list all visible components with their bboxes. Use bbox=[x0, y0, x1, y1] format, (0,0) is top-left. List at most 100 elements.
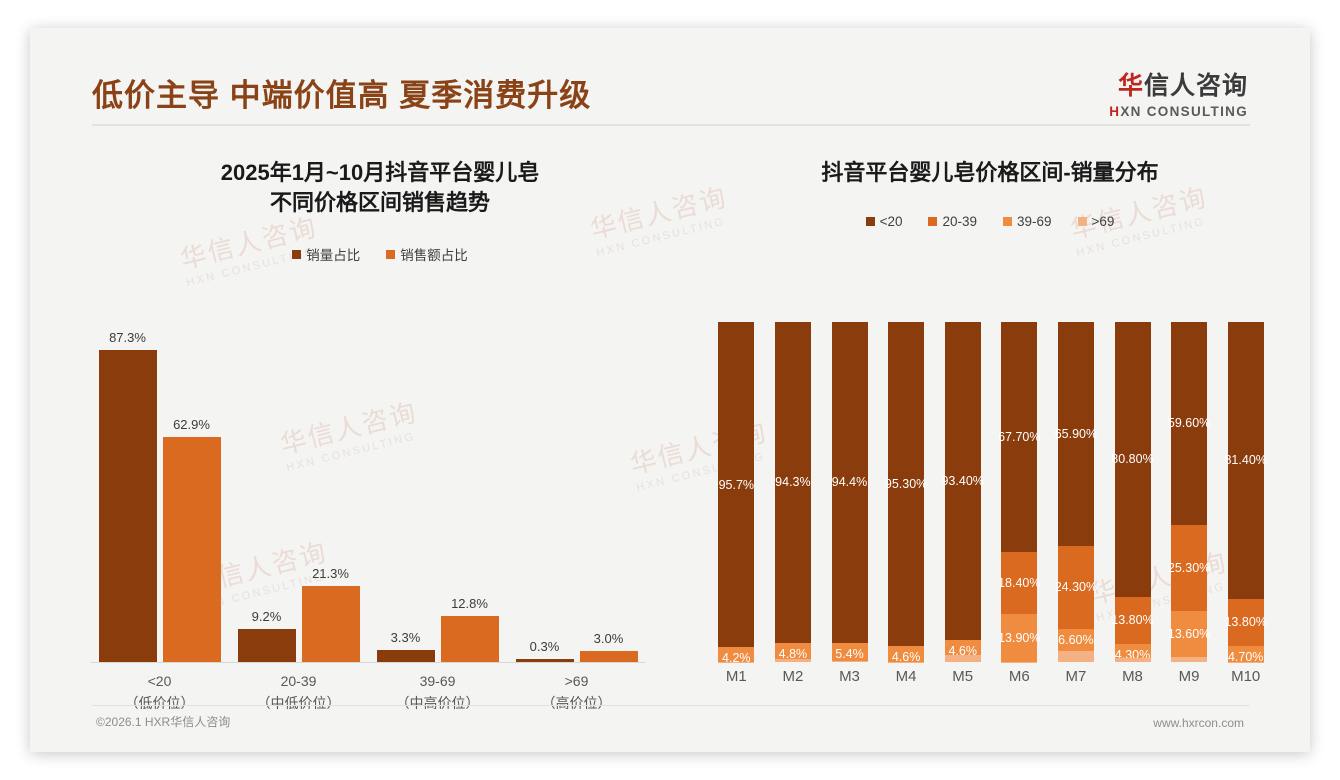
category-label-sub: （低价位） bbox=[124, 695, 195, 711]
stacked-bar-segment[interactable]: 13.90% bbox=[998, 614, 1041, 662]
bar-rect[interactable] bbox=[376, 650, 435, 662]
stacked-bar-column[interactable]: 93.40% 4.6% bbox=[941, 322, 984, 662]
bar-column[interactable]: 21.3% bbox=[301, 322, 360, 662]
bar-column[interactable]: 9.2% bbox=[237, 322, 296, 662]
stacked-bar-column[interactable]: 94.4% 5.4% bbox=[831, 322, 868, 662]
segment-value-label: 13.60% bbox=[1167, 626, 1211, 641]
right-legend-item-0[interactable]: <20 bbox=[865, 214, 903, 229]
bar-rect[interactable] bbox=[162, 436, 221, 662]
stacked-bar-column[interactable]: 65.90% 24.30% 6.60% bbox=[1055, 322, 1097, 662]
bar-column[interactable]: 3.3% bbox=[376, 322, 435, 662]
stacked-bar-segment[interactable]: 80.80% bbox=[1111, 322, 1154, 597]
logo-cn-rest: 信人咨询 bbox=[1143, 72, 1248, 100]
bar-rect[interactable] bbox=[579, 651, 638, 662]
stacked-bar-segment[interactable]: 13.80% bbox=[1224, 598, 1267, 646]
stacked-bar-segment[interactable] bbox=[831, 661, 868, 662]
stacked-bar-segment[interactable] bbox=[1114, 658, 1151, 662]
stacked-bar-segment[interactable]: 93.40% bbox=[941, 322, 984, 640]
segment-value-label: 94.3% bbox=[775, 475, 811, 490]
bar-column[interactable]: 0.3% bbox=[515, 322, 574, 662]
bar-value-label: 9.2% bbox=[251, 609, 282, 625]
bar-rect[interactable] bbox=[440, 616, 499, 662]
stacked-bar-segment[interactable]: 59.60% bbox=[1167, 322, 1211, 525]
segment-value-label: 4.70% bbox=[1227, 649, 1264, 664]
stacked-bar-segment[interactable]: 95.30% bbox=[885, 322, 927, 647]
stacked-bar-column[interactable]: 95.30% 4.6% bbox=[885, 322, 927, 664]
bar-rect[interactable] bbox=[98, 349, 157, 662]
legend-swatch-icon bbox=[1003, 217, 1012, 226]
category-label: M1 bbox=[725, 668, 747, 685]
stacked-bar-segment[interactable]: 18.40% bbox=[998, 551, 1041, 615]
stacked-bar-column[interactable]: 80.80% 13.80% 4.30% bbox=[1111, 322, 1154, 662]
left-chart-axis-line bbox=[90, 662, 646, 663]
logo-cn-text: 华信人咨询 bbox=[1109, 66, 1248, 102]
stacked-bar-segment[interactable]: 4.70% bbox=[1227, 645, 1264, 664]
segment-value-label: 4.2% bbox=[722, 651, 751, 666]
segment-value-label: 25.30% bbox=[1167, 560, 1211, 575]
left-chart-legend: 销量占比 销售额占比 bbox=[70, 244, 690, 264]
bar-group: 87.3% 62.9% bbox=[98, 322, 221, 662]
legend-label: <20 bbox=[879, 214, 903, 229]
right-chart-category-labels: M1 M2 M3 M4 M5 M6 M7 M8 M9 M10 bbox=[708, 668, 1274, 698]
stacked-bar-column[interactable]: 67.70% 18.40% 13.90% bbox=[998, 322, 1041, 662]
stacked-bar-segment[interactable]: 67.70% bbox=[998, 322, 1041, 552]
legend-label: 销量占比 bbox=[306, 248, 361, 263]
stacked-bar-column[interactable]: 59.60% 25.30% 13.60% bbox=[1167, 322, 1211, 662]
stacked-bar-segment[interactable]: 95.7% bbox=[718, 322, 755, 648]
stacked-bar-segment[interactable]: 81.40% bbox=[1224, 322, 1267, 599]
bar-rect[interactable] bbox=[515, 659, 574, 662]
segment-value-label: 13.80% bbox=[1224, 615, 1267, 630]
stacked-bar-segment[interactable]: 25.30% bbox=[1167, 524, 1211, 611]
segment-value-label: 95.7% bbox=[718, 477, 755, 492]
right-legend-item-1[interactable]: 20-39 bbox=[928, 214, 977, 229]
segment-value-label: 59.60% bbox=[1167, 416, 1211, 431]
stacked-bar-segment[interactable]: 13.80% bbox=[1111, 596, 1154, 644]
stacked-bar-segment[interactable] bbox=[774, 658, 811, 662]
stacked-bar-segment[interactable]: 94.3% bbox=[774, 322, 811, 643]
bar-column[interactable]: 87.3% bbox=[98, 322, 157, 662]
right-legend-item-2[interactable]: 39-69 bbox=[1003, 214, 1052, 229]
bar-value-label: 3.0% bbox=[593, 631, 624, 647]
stacked-bar-segment[interactable]: 4.6% bbox=[888, 646, 925, 664]
stacked-bar-segment[interactable]: 6.60% bbox=[1057, 628, 1094, 652]
left-legend-item-1[interactable]: 销售额占比 bbox=[386, 244, 468, 264]
stacked-bar-column[interactable]: 81.40% 13.80% 4.70% bbox=[1224, 322, 1267, 664]
bar-value-label: 21.3% bbox=[312, 565, 349, 581]
category-label: M3 bbox=[839, 668, 860, 685]
category-label: M2 bbox=[782, 668, 804, 685]
category-label: M8 bbox=[1122, 668, 1143, 685]
stacked-bar-segment[interactable]: 4.8% bbox=[774, 642, 811, 661]
stacked-bar-segment[interactable]: 24.30% bbox=[1055, 546, 1097, 629]
bar-value-label: 3.3% bbox=[390, 630, 421, 646]
left-legend-item-0[interactable]: 销量占比 bbox=[292, 244, 360, 264]
stacked-bar-segment[interactable]: 4.30% bbox=[1114, 643, 1151, 662]
stacked-bar-segment[interactable]: 5.4% bbox=[831, 642, 868, 662]
right-chart-panel: 抖音平台婴儿皂价格区间-销量分布 <20 20-39 39-69 >69 95.7% 4… bbox=[690, 132, 1290, 702]
stacked-bar-segment[interactable]: 4.6% bbox=[944, 639, 981, 658]
stacked-bar-segment[interactable] bbox=[944, 655, 981, 662]
right-legend-item-3[interactable]: >69 bbox=[1077, 214, 1114, 229]
stacked-bar-column[interactable]: 94.3% 4.8% bbox=[774, 322, 811, 662]
stacked-bar-segment[interactable]: 94.4% bbox=[831, 322, 868, 643]
legend-swatch-icon bbox=[928, 217, 938, 226]
stacked-bar-column[interactable]: 95.7% 4.2% bbox=[718, 322, 755, 665]
bar-rect[interactable] bbox=[237, 629, 296, 662]
segment-value-label: 13.90% bbox=[998, 631, 1041, 646]
category-label-main: 20-39 bbox=[280, 673, 317, 689]
bar-column[interactable]: 12.8% bbox=[440, 322, 499, 662]
segment-value-label: 4.6% bbox=[948, 643, 977, 658]
category-label-main: 39-69 bbox=[419, 673, 456, 689]
category-label: >69 （高价位） bbox=[507, 670, 646, 714]
stacked-bar-segment[interactable] bbox=[1057, 651, 1094, 662]
bar-column[interactable]: 3.0% bbox=[579, 322, 638, 662]
category-label-main: >69 bbox=[564, 673, 589, 689]
stacked-bar-segment[interactable]: 13.60% bbox=[1167, 610, 1211, 657]
bar-column[interactable]: 62.9% bbox=[162, 322, 221, 662]
stacked-bar-segment[interactable]: 65.90% bbox=[1055, 322, 1097, 547]
right-chart-plot: 95.7% 4.2% 94.3% 4.8% 94.4% 5.4% 95.30% 4.6% 93.… bbox=[708, 322, 1274, 665]
stacked-bar-segment[interactable]: 4.2% bbox=[718, 647, 755, 665]
bar-rect[interactable] bbox=[301, 585, 360, 662]
header-divider bbox=[92, 124, 1250, 126]
bar-value-label: 0.3% bbox=[529, 639, 560, 654]
stacked-bar-segment[interactable] bbox=[1171, 656, 1208, 662]
